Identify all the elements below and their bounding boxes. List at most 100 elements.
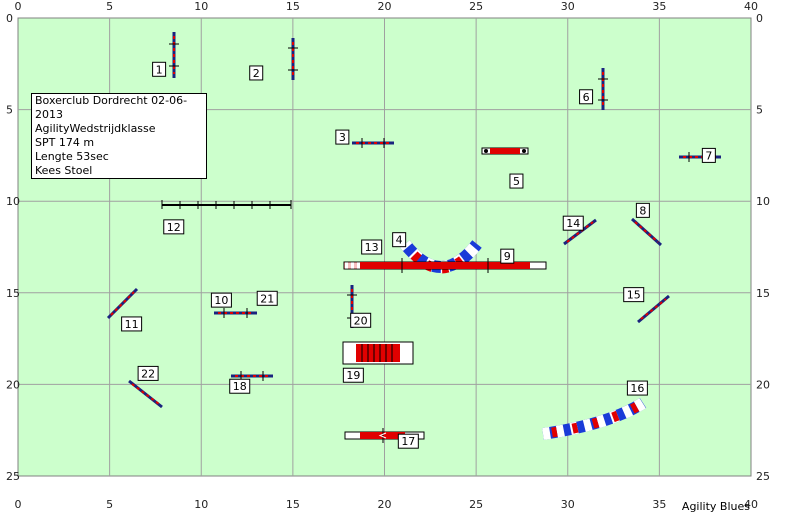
x-tick-top: 5 bbox=[106, 0, 113, 13]
jump-3 bbox=[352, 138, 394, 148]
obstacle-number-box bbox=[229, 378, 251, 394]
obstacle-number-8: 8 bbox=[635, 202, 650, 218]
obstacle-number-15: 15 bbox=[623, 287, 645, 303]
info-line-class: AgilityWedstrijdklasse bbox=[35, 122, 156, 135]
obstacle-number-text: 8 bbox=[639, 204, 646, 217]
obstacle-number-box bbox=[623, 287, 645, 303]
tunnel-16 bbox=[542, 397, 647, 440]
obstacle-number-box bbox=[701, 147, 716, 163]
obstacle-number-box bbox=[342, 367, 364, 383]
obstacle-number-14: 14 bbox=[562, 215, 584, 231]
jump-11 bbox=[106, 287, 139, 320]
obstacle-number-12: 12 bbox=[163, 219, 185, 235]
obstacle-number-9: 9 bbox=[500, 248, 515, 264]
obstacle-number-text: 17 bbox=[401, 435, 415, 448]
jump-2 bbox=[288, 38, 298, 80]
obstacle-number-3: 3 bbox=[335, 129, 350, 145]
obstacle-number-box bbox=[335, 129, 350, 145]
obstacle-number-box bbox=[361, 239, 383, 255]
y-tick-left: 10 bbox=[6, 195, 20, 208]
y-tick-left: 5 bbox=[6, 104, 13, 117]
obstacle-number-2: 2 bbox=[249, 65, 264, 81]
obstacle-number-box bbox=[392, 232, 407, 248]
obstacle-number-text: 11 bbox=[125, 318, 139, 331]
jump-15 bbox=[637, 294, 670, 324]
obstacle-number-text: 18 bbox=[233, 380, 247, 393]
jump-14 bbox=[563, 218, 597, 246]
obstacle-number-13: 13 bbox=[361, 239, 383, 255]
footer-text: Agility Blues bbox=[681, 500, 750, 513]
jump-8 bbox=[630, 217, 663, 247]
x-tick-bottom: 30 bbox=[561, 498, 575, 511]
obstacle-number-17: 17 bbox=[397, 433, 419, 449]
obstacle-number-text: 22 bbox=[141, 367, 155, 380]
obstacle-number-text: 9 bbox=[504, 250, 511, 263]
obstacle-number-6: 6 bbox=[579, 89, 594, 105]
y-tick-left: 25 bbox=[6, 470, 20, 483]
y-tick-left: 15 bbox=[6, 287, 20, 300]
obstacle-number-box bbox=[626, 380, 648, 396]
obstacle-number-box bbox=[500, 248, 515, 264]
seesaw-17 bbox=[344, 428, 425, 443]
jump-1 bbox=[169, 32, 179, 78]
y-tick-left: 0 bbox=[6, 12, 13, 25]
obstacle-number-box bbox=[350, 312, 372, 328]
obstacle-number-text: 19 bbox=[346, 369, 360, 382]
y-tick-right: 10 bbox=[756, 195, 770, 208]
x-tick-top: 30 bbox=[561, 0, 575, 13]
obstacle-number-box bbox=[163, 219, 185, 235]
obstacle-number-19: 19 bbox=[342, 367, 364, 383]
x-tick-top: 40 bbox=[744, 0, 758, 13]
x-tick-bottom: 5 bbox=[106, 498, 113, 511]
obstacle-number-text: 2 bbox=[253, 67, 260, 80]
obstacle-number-text: 7 bbox=[705, 149, 712, 162]
jump-10-21 bbox=[214, 308, 257, 318]
obstacle-number-7: 7 bbox=[701, 147, 716, 163]
obstacle-number-text: 15 bbox=[627, 289, 641, 302]
obstacle-number-box bbox=[152, 61, 167, 77]
y-tick-right: 15 bbox=[756, 287, 770, 300]
obstacle-number-text: 20 bbox=[354, 314, 368, 327]
dogwalk-9-13 bbox=[343, 258, 547, 273]
obstacle-number-text: 1 bbox=[156, 63, 163, 76]
x-tick-top: 15 bbox=[286, 0, 300, 13]
info-line-club: Boxerclub Dordrecht 02-06-2013 bbox=[35, 94, 188, 121]
x-tick-top: 0 bbox=[15, 0, 22, 13]
obstacle-number-text: 6 bbox=[583, 91, 590, 104]
x-tick-top: 25 bbox=[469, 0, 483, 13]
obstacle-number-box bbox=[249, 65, 264, 81]
y-tick-right: 0 bbox=[756, 12, 763, 25]
obstacle-number-5: 5 bbox=[509, 173, 524, 189]
y-tick-right: 20 bbox=[756, 378, 770, 391]
obstacle-number-text: 12 bbox=[167, 221, 181, 234]
obstacle-number-text: 4 bbox=[396, 234, 403, 247]
tire-5 bbox=[481, 147, 529, 155]
x-tick-bottom: 25 bbox=[469, 498, 483, 511]
y-tick-right: 5 bbox=[756, 104, 763, 117]
obstacle-number-text: 10 bbox=[214, 294, 228, 307]
jump-22 bbox=[128, 379, 163, 409]
x-tick-bottom: 0 bbox=[15, 498, 22, 511]
obstacle-number-box bbox=[635, 202, 650, 218]
obstacle-number-10: 10 bbox=[210, 292, 232, 308]
obstacle-number-text: 14 bbox=[566, 217, 580, 230]
obstacle-number-20: 20 bbox=[350, 312, 372, 328]
x-tick-top: 35 bbox=[652, 0, 666, 13]
course-info-box: Boxerclub Dordrecht 02-06-2013 AgilityWe… bbox=[31, 93, 207, 179]
obstacle-number-16: 16 bbox=[626, 380, 648, 396]
obstacle-number-text: 3 bbox=[339, 131, 346, 144]
obstacle-number-text: 21 bbox=[260, 292, 274, 305]
x-tick-top: 10 bbox=[194, 0, 208, 13]
info-line-length: Lengte 53sec bbox=[35, 150, 109, 163]
obstacle-number-box bbox=[562, 215, 584, 231]
info-line-spt: SPT 174 m bbox=[35, 136, 95, 149]
obstacle-number-box bbox=[256, 290, 278, 306]
x-tick-bottom: 20 bbox=[378, 498, 392, 511]
obstacle-number-box bbox=[121, 316, 143, 332]
y-tick-left: 20 bbox=[6, 378, 20, 391]
x-tick-bottom: 40 bbox=[744, 498, 758, 511]
obstacles bbox=[106, 32, 721, 443]
